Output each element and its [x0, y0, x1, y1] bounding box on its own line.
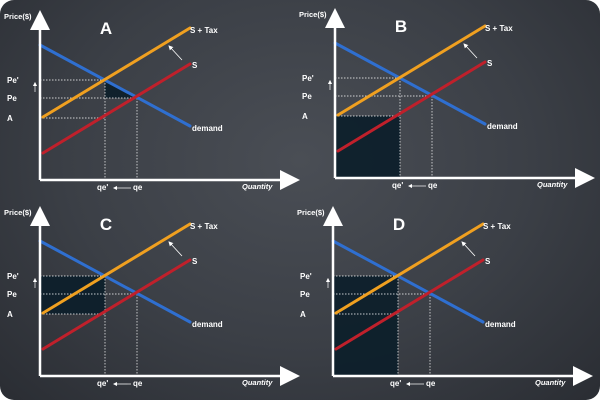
demand-curve: [331, 239, 485, 324]
pe-label: Pe: [7, 94, 17, 103]
demand-label: demand: [485, 320, 516, 329]
supply-curve: [41, 258, 192, 351]
price-axis-label: Price($): [299, 10, 327, 19]
a-label: A: [300, 310, 306, 319]
shaded-region: [335, 116, 400, 178]
a-label: A: [7, 310, 13, 319]
supply-label: S: [192, 61, 198, 70]
qe-prime-label: qe': [390, 379, 401, 388]
a-label: A: [302, 112, 308, 121]
shaded-region: [333, 276, 398, 376]
a-label: A: [7, 114, 13, 123]
shift-arrow: [168, 241, 183, 257]
supply-tax-curve: [41, 26, 192, 119]
panel-title: B: [395, 17, 407, 36]
supply-tax-label: S + Tax: [190, 26, 218, 35]
demand-curve: [38, 239, 192, 324]
demand-label: demand: [487, 122, 518, 131]
quantity-axis-label: Quantity: [535, 378, 566, 387]
qe-label: qe: [426, 379, 436, 388]
pe-prime-label: Pe': [7, 272, 19, 281]
supply-curve: [41, 62, 192, 155]
supply-label: S: [192, 257, 198, 266]
quantity-axis-label: Quantity: [242, 378, 273, 387]
demand-label: demand: [192, 124, 223, 133]
supply-curve: [336, 60, 487, 153]
supply-tax-label: S + Tax: [190, 222, 218, 231]
demand-curve: [38, 43, 192, 128]
supply-tax-label: S + Tax: [483, 222, 511, 231]
pe-label: Pe: [7, 290, 17, 299]
price-axis-label: Price($): [4, 12, 32, 21]
qe-label: qe: [428, 181, 438, 190]
qe-prime-label: qe': [97, 379, 108, 388]
qe-label: qe: [133, 183, 143, 192]
shift-arrow: [463, 43, 478, 59]
supply-tax-curve: [336, 24, 487, 117]
supply-label: S: [485, 257, 491, 266]
supply-curve: [334, 258, 485, 351]
panel-title: A: [100, 19, 112, 38]
price-axis-label: Price($): [4, 208, 32, 217]
supply-label: S: [487, 59, 493, 68]
pe-label: Pe: [300, 290, 310, 299]
quantity-axis-label: Quantity: [242, 182, 273, 191]
shift-arrow: [461, 241, 476, 257]
qe-prime-label: qe': [392, 181, 403, 190]
supply-tax-curve: [41, 222, 192, 315]
pe-prime-label: Pe': [300, 272, 312, 281]
shift-arrow: [168, 45, 183, 61]
qe-label: qe: [133, 379, 143, 388]
pe-prime-label: Pe': [302, 74, 314, 83]
panel-title: D: [393, 215, 405, 234]
demand-label: demand: [192, 320, 223, 329]
quantity-axis-label: Quantity: [537, 180, 568, 189]
supply-tax-curve: [334, 222, 485, 315]
demand-curve: [333, 41, 487, 126]
panel-title: C: [100, 215, 112, 234]
supply-tax-label: S + Tax: [485, 24, 513, 33]
pe-label: Pe: [302, 92, 312, 101]
qe-prime-label: qe': [97, 183, 108, 192]
price-axis-label: Price($): [297, 208, 325, 217]
pe-prime-label: Pe': [7, 76, 19, 85]
